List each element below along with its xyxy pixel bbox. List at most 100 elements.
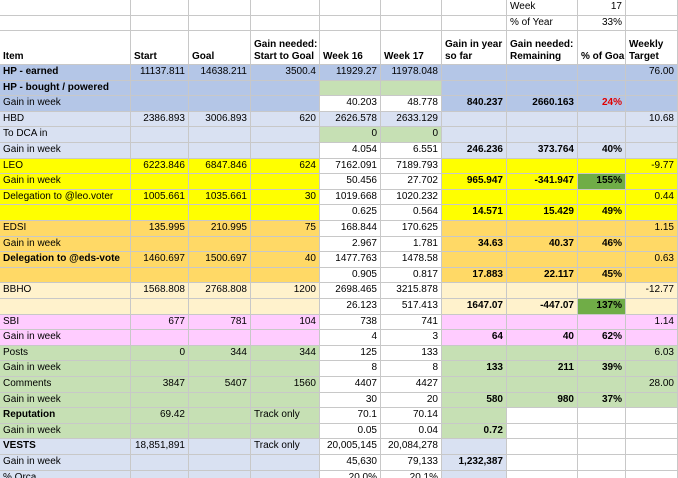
table-cell[interactable]	[442, 377, 507, 393]
table-cell[interactable]: 48.778	[381, 96, 442, 112]
table-cell[interactable]	[131, 80, 189, 97]
table-cell[interactable]: 0.05	[320, 423, 381, 440]
empty-cell[interactable]	[381, 0, 442, 16]
table-cell[interactable]	[626, 96, 678, 112]
table-cell[interactable]	[251, 267, 320, 284]
table-cell[interactable]: 20.0%	[320, 470, 381, 478]
table-cell[interactable]	[626, 174, 678, 190]
table-cell[interactable]	[131, 174, 189, 190]
table-cell[interactable]	[578, 111, 626, 128]
table-cell[interactable]: 49%	[578, 205, 626, 221]
table-cell[interactable]: 1.14	[626, 314, 678, 331]
table-cell[interactable]	[251, 174, 320, 190]
table-cell[interactable]: 344	[189, 345, 251, 362]
table-cell[interactable]	[189, 236, 251, 253]
table-cell[interactable]: 1478.58	[381, 252, 442, 268]
table-cell[interactable]: 210.995	[189, 221, 251, 237]
row-label[interactable]: Gain in week	[0, 330, 131, 346]
table-cell[interactable]	[507, 283, 578, 299]
table-cell[interactable]	[578, 221, 626, 237]
table-cell[interactable]	[442, 345, 507, 362]
table-cell[interactable]: 2.967	[320, 236, 381, 253]
table-cell[interactable]: 4427	[381, 377, 442, 393]
table-cell[interactable]	[507, 111, 578, 128]
table-cell[interactable]	[507, 127, 578, 143]
year-pct-value[interactable]: 33%	[578, 15, 626, 31]
empty-cell[interactable]	[626, 15, 678, 31]
row-label[interactable]: To DCA in	[0, 127, 131, 143]
table-cell[interactable]: 1460.697	[131, 252, 189, 268]
table-cell[interactable]	[189, 408, 251, 424]
table-cell[interactable]: 344	[251, 345, 320, 362]
table-cell[interactable]	[189, 470, 251, 478]
table-cell[interactable]: 62%	[578, 330, 626, 346]
table-cell[interactable]: 0.564	[381, 205, 442, 221]
table-cell[interactable]	[251, 455, 320, 471]
table-cell[interactable]	[626, 392, 678, 409]
table-cell[interactable]	[442, 158, 507, 175]
table-cell[interactable]: 3500.4	[251, 65, 320, 81]
table-cell[interactable]: 0	[131, 345, 189, 362]
table-cell[interactable]: 11978.048	[381, 65, 442, 81]
table-cell[interactable]	[189, 423, 251, 440]
table-cell[interactable]: 30	[320, 392, 381, 409]
table-cell[interactable]	[578, 439, 626, 455]
table-cell[interactable]	[626, 470, 678, 478]
row-label[interactable]: SBI	[0, 314, 131, 331]
table-cell[interactable]: 40.37	[507, 236, 578, 253]
table-cell[interactable]	[251, 96, 320, 112]
table-cell[interactable]	[578, 423, 626, 440]
row-label[interactable]: Comments	[0, 377, 131, 393]
table-cell[interactable]: 8	[381, 361, 442, 377]
column-header[interactable]: Weekly Target	[626, 31, 678, 65]
table-cell[interactable]: 840.237	[442, 96, 507, 112]
table-cell[interactable]	[507, 314, 578, 331]
table-cell[interactable]: 1647.07	[442, 299, 507, 315]
row-label[interactable]: HP - earned	[0, 65, 131, 81]
table-cell[interactable]: 0.905	[320, 267, 381, 284]
table-cell[interactable]	[251, 299, 320, 315]
empty-cell[interactable]	[251, 15, 320, 31]
column-header[interactable]: Gain needed: Remaining	[507, 31, 578, 65]
table-cell[interactable]: 18,851,891	[131, 439, 189, 455]
table-cell[interactable]	[626, 267, 678, 284]
table-cell[interactable]	[251, 80, 320, 97]
table-cell[interactable]: 125	[320, 345, 381, 362]
table-cell[interactable]: 40	[251, 252, 320, 268]
table-cell[interactable]	[131, 267, 189, 284]
row-label[interactable]: EDSI	[0, 221, 131, 237]
table-cell[interactable]: 4407	[320, 377, 381, 393]
table-cell[interactable]	[507, 345, 578, 362]
table-cell[interactable]: 70.14	[381, 408, 442, 424]
table-cell[interactable]: 6223.846	[131, 158, 189, 175]
week-value[interactable]: 17	[578, 0, 626, 16]
table-cell[interactable]: 5407	[189, 377, 251, 393]
table-cell[interactable]: 7162.091	[320, 158, 381, 175]
table-cell[interactable]: 8	[320, 361, 381, 377]
table-cell[interactable]: 2660.163	[507, 96, 578, 112]
table-cell[interactable]: 20,084,278	[381, 439, 442, 455]
row-label[interactable]: Posts	[0, 345, 131, 362]
row-label[interactable]: Gain in week	[0, 361, 131, 377]
table-cell[interactable]: 3847	[131, 377, 189, 393]
table-cell[interactable]	[442, 252, 507, 268]
table-cell[interactable]	[578, 455, 626, 471]
table-cell[interactable]	[131, 236, 189, 253]
row-label[interactable]	[0, 299, 131, 315]
table-cell[interactable]: 75	[251, 221, 320, 237]
table-cell[interactable]	[131, 423, 189, 440]
table-cell[interactable]	[131, 330, 189, 346]
table-cell[interactable]: 3215.878	[381, 283, 442, 299]
table-cell[interactable]	[381, 80, 442, 97]
table-cell[interactable]: 0	[320, 127, 381, 143]
table-cell[interactable]	[626, 439, 678, 455]
table-cell[interactable]	[442, 283, 507, 299]
table-cell[interactable]: 20,005,145	[320, 439, 381, 455]
table-cell[interactable]: 104	[251, 314, 320, 331]
table-cell[interactable]	[189, 267, 251, 284]
table-cell[interactable]	[626, 205, 678, 221]
table-cell[interactable]	[442, 221, 507, 237]
table-cell[interactable]: 6.03	[626, 345, 678, 362]
table-cell[interactable]: 2698.465	[320, 283, 381, 299]
empty-cell[interactable]	[189, 15, 251, 31]
